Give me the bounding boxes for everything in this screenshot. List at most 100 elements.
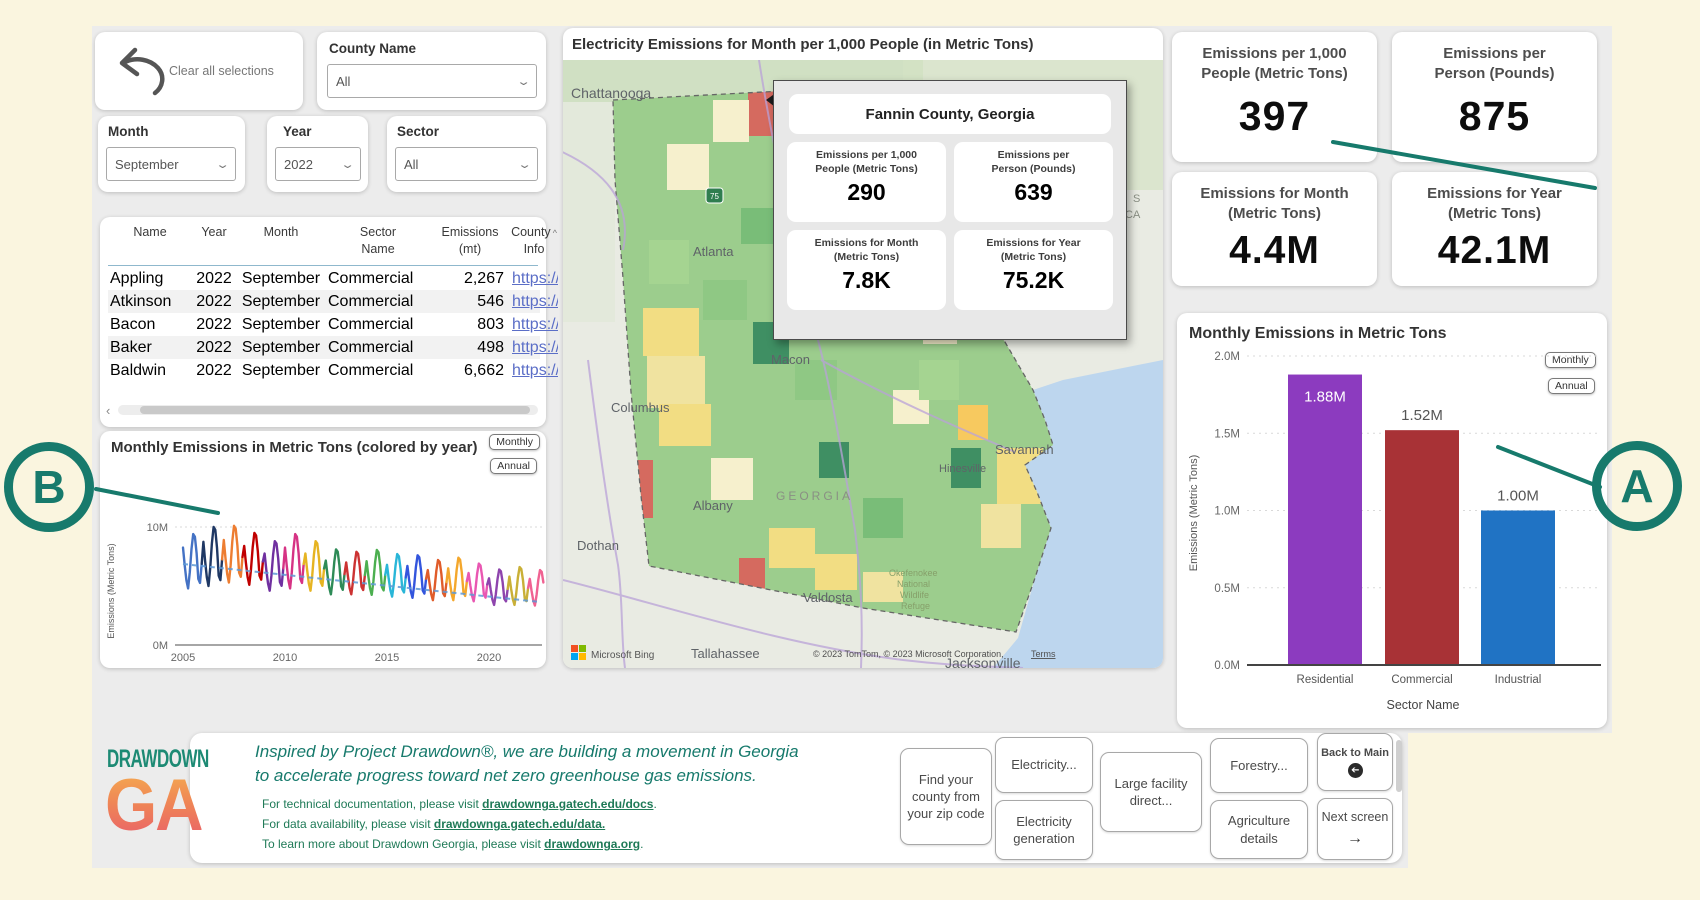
sort-ascending-icon[interactable]: ^ [552,228,557,238]
scroll-left-icon[interactable]: ‹ [106,403,111,418]
sector-filter-label: Sector [397,124,440,139]
bar-value-label: 1.88M [1304,389,1346,406]
county-cell[interactable] [919,360,959,400]
table-header-cell[interactable]: Year [192,222,236,241]
kpi-card: Emissions per 1,000 People (Metric Tons) 3… [1172,32,1377,162]
county-cell[interactable] [981,504,1021,548]
find-county-button[interactable]: Find your county from your zip code [900,748,992,845]
table-header-row[interactable]: Name Year Month Sector Name Emissions (mt) Coun… [108,222,557,262]
line-series-year[interactable] [241,531,265,587]
line-series-year[interactable] [445,556,469,602]
county-cell[interactable] [659,404,711,446]
bar-commercial[interactable] [1385,430,1459,665]
table-header-cell[interactable]: Name [108,222,192,241]
table-header-cell[interactable]: Emissions (mt) [430,222,510,258]
table-row[interactable]: Bacon 2022 September Commercial 803 https://.… [108,313,558,336]
line-series-year[interactable] [200,525,224,588]
line-series-year[interactable] [363,548,387,597]
kpi-title: Emissions per Person (Pounds) [1434,45,1555,82]
year-filter-value: 2022 [284,156,313,172]
large-facility-button[interactable]: Large facility direct... [1100,752,1202,832]
terms-link[interactable]: Terms [1031,649,1056,659]
month-filter-select[interactable]: September ⌄ [106,147,236,181]
county-cell[interactable] [711,458,753,500]
county-info-link[interactable]: https://... [512,292,558,310]
line-xtick: 2010 [273,652,297,664]
county-info-link[interactable]: https://... [512,361,558,379]
electricity-generation-button[interactable]: Electricity generation [995,800,1093,860]
line-chart-monthly-button[interactable]: Monthly [489,434,540,450]
bar-residential[interactable] [1288,374,1362,665]
county-cell[interactable] [741,208,773,244]
line-series-year[interactable] [486,568,509,607]
annotation-circle-a: A [1592,441,1682,531]
line-series-year[interactable] [424,558,448,602]
tooltip-stat-card: Emissions per 1,000 People (Metric Tons) 2… [787,142,946,222]
year-filter-select[interactable]: 2022 ⌄ [275,147,361,181]
line-series-year[interactable] [261,539,285,592]
table-row[interactable]: Appling 2022 September Commercial 2,267 https… [108,267,558,290]
emissions-table: Name Year Month Sector Name Emissions (mt) Coun… [108,222,557,262]
map-city-label: S [1133,193,1140,205]
line-series-year[interactable] [465,562,489,603]
footer-scrollbar[interactable] [1396,740,1402,792]
line-series-year[interactable] [322,548,346,596]
line-chart[interactable]: 10M 0M 2005 2010 2015 2020 Emissions (Metri… [100,431,546,668]
county-cell[interactable] [769,528,815,568]
table-header-cell[interactable]: Sector Name [326,222,430,258]
county-cell[interactable] [713,100,749,142]
kpi-title: Emissions for Year (Metric Tons) [1427,185,1562,222]
line-series-year[interactable] [343,550,367,596]
bar-industrial[interactable] [1481,510,1555,666]
table-row[interactable]: Atkinson 2022 September Commercial 546 https:… [108,290,558,313]
clear-selections-label[interactable]: Clear all selections [169,64,274,78]
line-series-year[interactable] [282,532,305,590]
link-prefix: For data availability, please visit [262,817,434,831]
line-series-year[interactable] [506,565,530,607]
county-cell[interactable] [863,572,903,602]
electricity-button[interactable]: Electricity... [995,737,1093,793]
county-info-link[interactable]: https://... [512,338,558,356]
county-cell[interactable] [647,356,705,408]
footer-url-link[interactable]: drawdownga.gatech.edu/docs [482,797,654,811]
line-series-year[interactable] [526,568,545,607]
county-cell[interactable] [863,498,903,538]
next-screen-button[interactable]: Next screen → [1317,798,1393,860]
interstate-75-shield: 75 [705,187,724,204]
back-to-main-button[interactable]: Back to Main ➔ [1317,733,1393,791]
county-cell[interactable] [951,448,981,488]
sector-filter-select[interactable]: All ⌄ [395,147,538,181]
county-cell[interactable] [815,554,857,590]
table-cell-name: Atkinson [110,292,172,310]
clear-selections-icon[interactable] [111,43,165,106]
sector-bar-chart[interactable]: 1.88M 1.52M 1.00M 2.0M 1.5M 1.0M 0.5M 0.0M Res… [1177,313,1607,728]
table-horizontal-scrollbar[interactable] [118,405,538,415]
county-cell[interactable] [667,144,709,190]
table-cell-month: September [241,338,321,356]
table-header-cell[interactable]: County ^ Info [510,222,558,258]
county-info-link[interactable]: https://... [512,269,558,287]
line-series-year[interactable] [302,539,326,592]
forestry-button[interactable]: Forestry... [1210,738,1308,793]
line-series-year[interactable] [181,532,203,590]
bar-chart-annual-button[interactable]: Annual [1548,378,1595,394]
line-series-year[interactable] [220,524,244,584]
table-row[interactable]: Baldwin 2022 September Commercial 6,662 https… [108,359,558,382]
footer-url-link[interactable]: drawdownga.org [544,837,641,851]
county-info-link[interactable]: https://... [512,315,558,333]
map-attribution: Microsoft Bing © 2023 TomTom, © 2023 Mic… [571,645,1056,661]
line-series-year[interactable] [404,554,428,600]
county-cell[interactable] [649,240,689,284]
line-series-year[interactable] [384,552,407,598]
line-chart-annual-button[interactable]: Annual [490,458,537,474]
footer-url-link[interactable]: drawdownga.gatech.edu/data. [433,817,606,831]
county-filter-select[interactable]: All ⌄ [327,64,537,98]
table-cell-emissions: 2,267 [463,269,504,287]
agriculture-details-button[interactable]: Agriculture details [1210,800,1308,859]
table-scrollbar-thumb[interactable] [140,406,530,414]
county-cell[interactable] [703,280,747,320]
table-row[interactable]: Baker 2022 September Commercial 498 https://.… [108,336,558,359]
table-cell-month: September [241,269,321,287]
table-header-cell[interactable]: Month [236,222,326,241]
county-cell[interactable] [643,308,699,356]
